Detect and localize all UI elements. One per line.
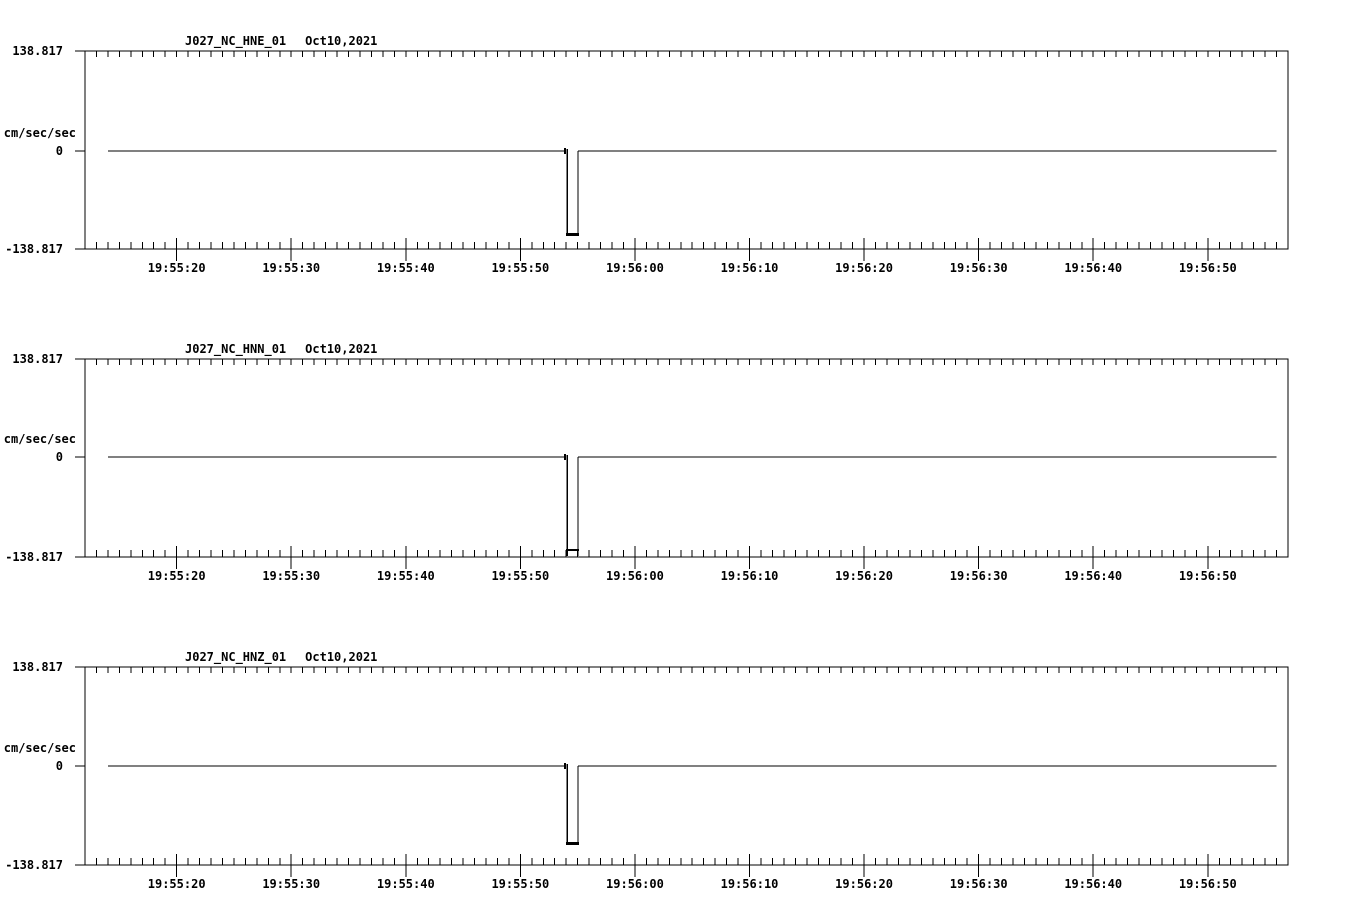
panel-header: J027_NC_HNE_01 Oct10,2021 [185, 34, 377, 48]
date-label: Oct10,2021 [305, 34, 378, 48]
y-axis-ticks [75, 50, 85, 250]
pulse-spike [566, 764, 579, 844]
bottom-major-ticks [176, 546, 1209, 569]
y-min-label: -138.817 [5, 242, 63, 256]
time-tick-label: 19:56:10 [720, 569, 779, 583]
y-min-label: -138.817 [5, 858, 63, 872]
bottom-major-ticks [176, 854, 1209, 877]
panel-header: J027_NC_HNN_01 Oct10,2021 [185, 342, 377, 356]
y-units-label: cm/sec/sec [3, 432, 76, 446]
bottom-minor-ticks [84, 858, 1289, 865]
time-tick-label: 19:56:30 [949, 261, 1008, 275]
time-tick-label: 19:55:30 [262, 877, 321, 891]
y-axis-ticks [75, 358, 85, 558]
time-tick-label: 19:55:30 [262, 569, 321, 583]
y-max-label: 138.817 [12, 660, 63, 674]
y-axis-ticks [75, 666, 85, 866]
time-tick-label: 19:56:50 [1178, 569, 1237, 583]
y-zero-label: 0 [55, 759, 63, 773]
time-tick-label: 19:56:30 [949, 569, 1008, 583]
time-tick-label: 19:55:40 [376, 569, 435, 583]
time-tick-label: 19:55:30 [262, 261, 321, 275]
time-tick-label: 19:55:50 [491, 877, 550, 891]
channel-id-label: J027_NC_HNE_01 [185, 34, 287, 48]
time-tick-label: 19:56:50 [1178, 261, 1237, 275]
channel-id-label: J027_NC_HNN_01 [185, 342, 287, 356]
time-tick-label: 19:55:20 [147, 261, 206, 275]
time-tick-label: 19:55:20 [147, 877, 206, 891]
pulse-spike [566, 149, 579, 235]
time-tick-label: 19:56:00 [606, 569, 664, 583]
time-tick-label: 19:56:10 [720, 261, 779, 275]
time-tick-label: 19:56:40 [1064, 877, 1123, 891]
y-min-label: -138.817 [5, 550, 63, 564]
time-tick-label: 19:55:50 [491, 261, 550, 275]
time-tick-label: 19:56:40 [1064, 569, 1123, 583]
time-tick-label: 19:56:30 [949, 877, 1008, 891]
time-tick-label: 19:55:40 [376, 261, 435, 275]
time-tick-label: 19:56:40 [1064, 261, 1123, 275]
bottom-minor-ticks [84, 242, 1289, 249]
y-units-label: cm/sec/sec [3, 126, 76, 140]
pulse-spike [566, 455, 579, 556]
y-units-label: cm/sec/sec [3, 741, 76, 755]
time-tick-label: 19:55:20 [147, 569, 206, 583]
axis-box [84, 50, 1289, 250]
y-zero-label: 0 [55, 450, 63, 464]
time-tick-label: 19:55:40 [376, 877, 435, 891]
y-zero-label: 0 [55, 144, 63, 158]
top-minor-ticks [84, 667, 1289, 673]
time-tick-label: 19:55:50 [491, 569, 550, 583]
time-tick-label: 19:56:20 [835, 261, 893, 275]
y-max-label: 138.817 [12, 44, 63, 58]
time-tick-label: 19:56:50 [1178, 877, 1237, 891]
axis-box [84, 358, 1289, 558]
time-tick-label: 19:56:20 [835, 569, 893, 583]
time-tick-label: 19:56:00 [606, 261, 664, 275]
bottom-major-ticks [176, 238, 1209, 261]
time-tick-label: 19:56:00 [606, 877, 664, 891]
date-label: Oct10,2021 [305, 342, 378, 356]
date-label: Oct10,2021 [305, 650, 378, 664]
y-max-label: 138.817 [12, 352, 63, 366]
panel-header: J027_NC_HNZ_01 Oct10,2021 [185, 650, 377, 664]
time-tick-label: 19:56:10 [720, 877, 779, 891]
top-minor-ticks [84, 51, 1289, 57]
time-tick-label: 19:56:20 [835, 877, 893, 891]
bottom-minor-ticks [84, 550, 1289, 557]
top-minor-ticks [84, 359, 1289, 365]
channel-id-label: J027_NC_HNZ_01 [185, 650, 287, 664]
